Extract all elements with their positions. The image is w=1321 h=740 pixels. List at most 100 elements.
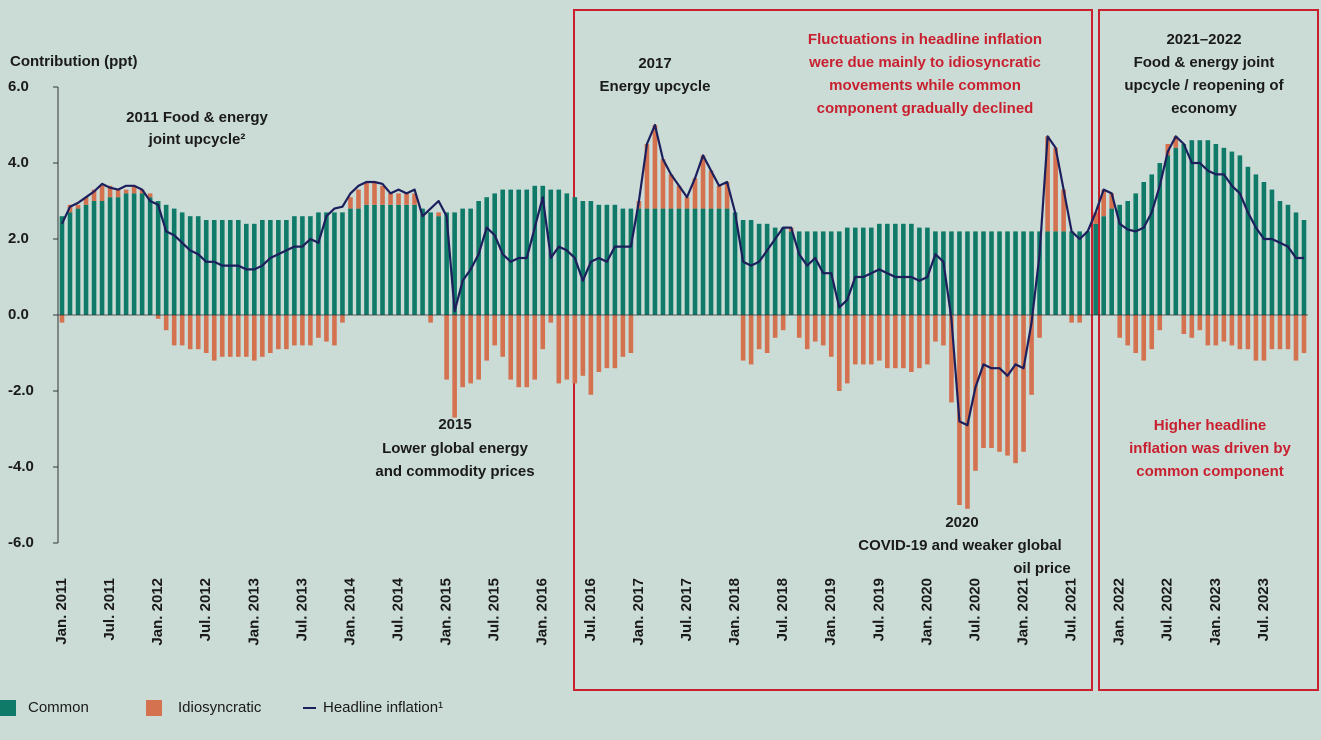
bar-idiosyncratic — [836, 315, 842, 391]
bar-idiosyncratic — [1021, 315, 1026, 452]
bar-common — [468, 208, 473, 315]
bar-idiosyncratic — [123, 189, 129, 194]
bar-common — [1229, 151, 1235, 315]
bar-common — [1117, 204, 1123, 315]
annotation: 2021–2022 — [1166, 31, 1241, 48]
bar-common — [973, 231, 978, 315]
bar-idiosyncratic — [227, 315, 233, 357]
bar-idiosyncratic — [1221, 315, 1227, 342]
bar-common — [716, 208, 722, 315]
bar-common — [612, 204, 618, 315]
bar-idiosyncratic — [893, 315, 898, 369]
bar-idiosyncratic — [1053, 147, 1058, 232]
x-tick-label: Jan. 2022 — [1111, 578, 1128, 646]
bar-common — [396, 204, 401, 315]
annotation: 2020 — [945, 514, 978, 531]
bar-idiosyncratic — [1069, 315, 1074, 323]
annotation: Food & energy joint — [1134, 54, 1275, 71]
bar-common — [155, 201, 161, 315]
bar-idiosyncratic — [965, 315, 970, 509]
bar-idiosyncratic — [1093, 212, 1098, 224]
bar-common — [83, 204, 89, 315]
bar-idiosyncratic — [292, 315, 297, 346]
x-tick-label: Jul. 2015 — [486, 578, 503, 641]
bar-idiosyncratic — [941, 315, 946, 346]
bar-idiosyncratic — [1293, 315, 1299, 361]
bar-idiosyncratic — [500, 315, 506, 357]
bar-idiosyncratic — [372, 182, 377, 205]
bar-idiosyncratic — [692, 178, 698, 209]
bar-common — [99, 201, 105, 315]
bar-idiosyncratic — [804, 315, 810, 350]
bar-idiosyncratic — [580, 315, 586, 376]
bar-idiosyncratic — [508, 315, 514, 380]
y-tick-label: 2.0 — [8, 230, 29, 247]
bar-idiosyncratic — [195, 315, 201, 350]
bar-idiosyncratic — [219, 315, 225, 357]
bar-common — [804, 231, 810, 315]
bar-idiosyncratic — [772, 315, 778, 338]
bar-idiosyncratic — [981, 315, 986, 448]
bar-idiosyncratic — [748, 315, 754, 365]
bar-common — [1005, 231, 1010, 315]
bar-idiosyncratic — [1181, 315, 1187, 334]
bar-idiosyncratic — [211, 315, 217, 361]
bar-common — [268, 220, 273, 315]
x-tick-label: Jul. 2012 — [197, 578, 214, 641]
bar-common — [91, 201, 97, 315]
annotation: component gradually declined — [817, 100, 1034, 117]
bar-common — [676, 208, 682, 315]
bar-idiosyncratic — [356, 189, 361, 209]
bar-idiosyncratic — [452, 315, 457, 418]
bar-common — [1205, 140, 1211, 315]
bar-common — [388, 204, 393, 315]
bar-idiosyncratic — [1133, 315, 1139, 353]
bar-common — [428, 212, 433, 315]
bar-common — [260, 220, 265, 315]
bar-idiosyncratic — [91, 189, 97, 201]
bar-common — [564, 193, 570, 315]
bar-common — [997, 231, 1002, 315]
bar-idiosyncratic — [676, 185, 682, 209]
bar-idiosyncratic — [860, 315, 866, 365]
bar-idiosyncratic — [564, 315, 570, 380]
bar-idiosyncratic — [316, 315, 321, 338]
bar-common — [941, 231, 946, 315]
bar-common — [925, 227, 930, 315]
bar-idiosyncratic — [949, 315, 954, 403]
bar-common — [75, 208, 81, 315]
bar-common — [147, 197, 153, 315]
bar-idiosyncratic — [59, 315, 65, 323]
annotation: Energy upcycle — [600, 78, 711, 95]
bar-idiosyncratic — [468, 315, 473, 384]
bar-common — [724, 208, 730, 315]
bar-idiosyncratic — [187, 315, 193, 350]
bar-common — [1173, 147, 1179, 315]
bar-idiosyncratic — [1029, 315, 1034, 395]
bar-idiosyncratic — [99, 185, 105, 201]
bar-common — [1221, 147, 1227, 315]
bar-idiosyncratic — [1269, 315, 1275, 350]
annotation: were due mainly to idiosyncratic — [808, 54, 1041, 71]
bar-idiosyncratic — [235, 315, 241, 357]
bar-idiosyncratic — [700, 155, 706, 209]
bar-idiosyncratic — [716, 185, 722, 209]
bar-common — [1181, 144, 1187, 315]
bar-common — [292, 216, 297, 315]
bar-common — [965, 231, 970, 315]
bar-common — [1245, 166, 1251, 315]
bar-idiosyncratic — [1013, 315, 1018, 464]
bar-common — [372, 204, 377, 315]
bar-idiosyncratic — [147, 193, 153, 198]
bar-common — [732, 212, 738, 315]
bar-common — [67, 212, 73, 315]
y-tick-label: -4.0 — [8, 458, 34, 475]
x-tick-label: Jul. 2014 — [390, 577, 407, 641]
bar-common — [1045, 231, 1050, 315]
bar-common — [139, 193, 145, 315]
bar-idiosyncratic — [396, 193, 401, 205]
bar-idiosyncratic — [340, 315, 345, 323]
bar-idiosyncratic — [179, 315, 185, 346]
x-tick-label: Jan. 2023 — [1207, 578, 1224, 646]
bar-common — [452, 212, 457, 315]
